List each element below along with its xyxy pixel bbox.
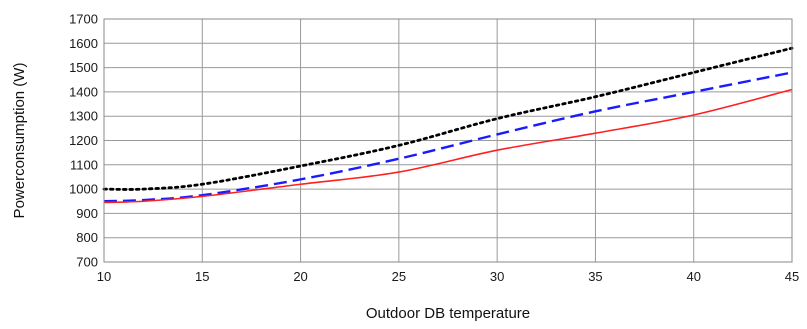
x-tick-label: 45 [785, 269, 799, 284]
x-tick-label: 20 [293, 269, 307, 284]
y-tick-label: 1000 [69, 182, 98, 197]
grid [103, 18, 793, 263]
x-tick-label: 30 [490, 269, 504, 284]
y-tick-label: 800 [76, 230, 98, 245]
x-tick-label: 15 [195, 269, 209, 284]
x-tick-labels: 10 15 20 25 30 35 40 45 [97, 269, 799, 284]
series-line-dashed [103, 71, 793, 203]
series-line-dotted [102, 46, 794, 191]
x-tick-label: 35 [588, 269, 602, 284]
y-tick-label: 1500 [69, 60, 98, 75]
plot-frame [103, 18, 793, 263]
x-tick-label: 40 [686, 269, 700, 284]
series-line-solid [103, 88, 793, 204]
y-axis-title: Powerconsumption (W) [11, 63, 28, 219]
x-axis-title: Outdoor DB temperature [366, 305, 530, 322]
y-tick-label: 900 [76, 206, 98, 221]
y-tick-label: 1100 [70, 157, 98, 172]
y-tick-label: 1200 [69, 133, 98, 148]
y-tick-label: 1300 [69, 109, 98, 124]
series-group [102, 46, 794, 204]
y-tick-label: 700 [76, 255, 98, 270]
y-tick-labels: 700 800 900 1000 1100 1200 1300 1400 1500 1600 170… [69, 12, 98, 270]
y-tick-label: 1400 [69, 84, 98, 99]
y-tick-label: 1700 [69, 12, 98, 27]
x-tick-label: 25 [392, 269, 406, 284]
y-tick-label: 1600 [69, 36, 98, 51]
x-tick-label: 10 [97, 269, 111, 284]
